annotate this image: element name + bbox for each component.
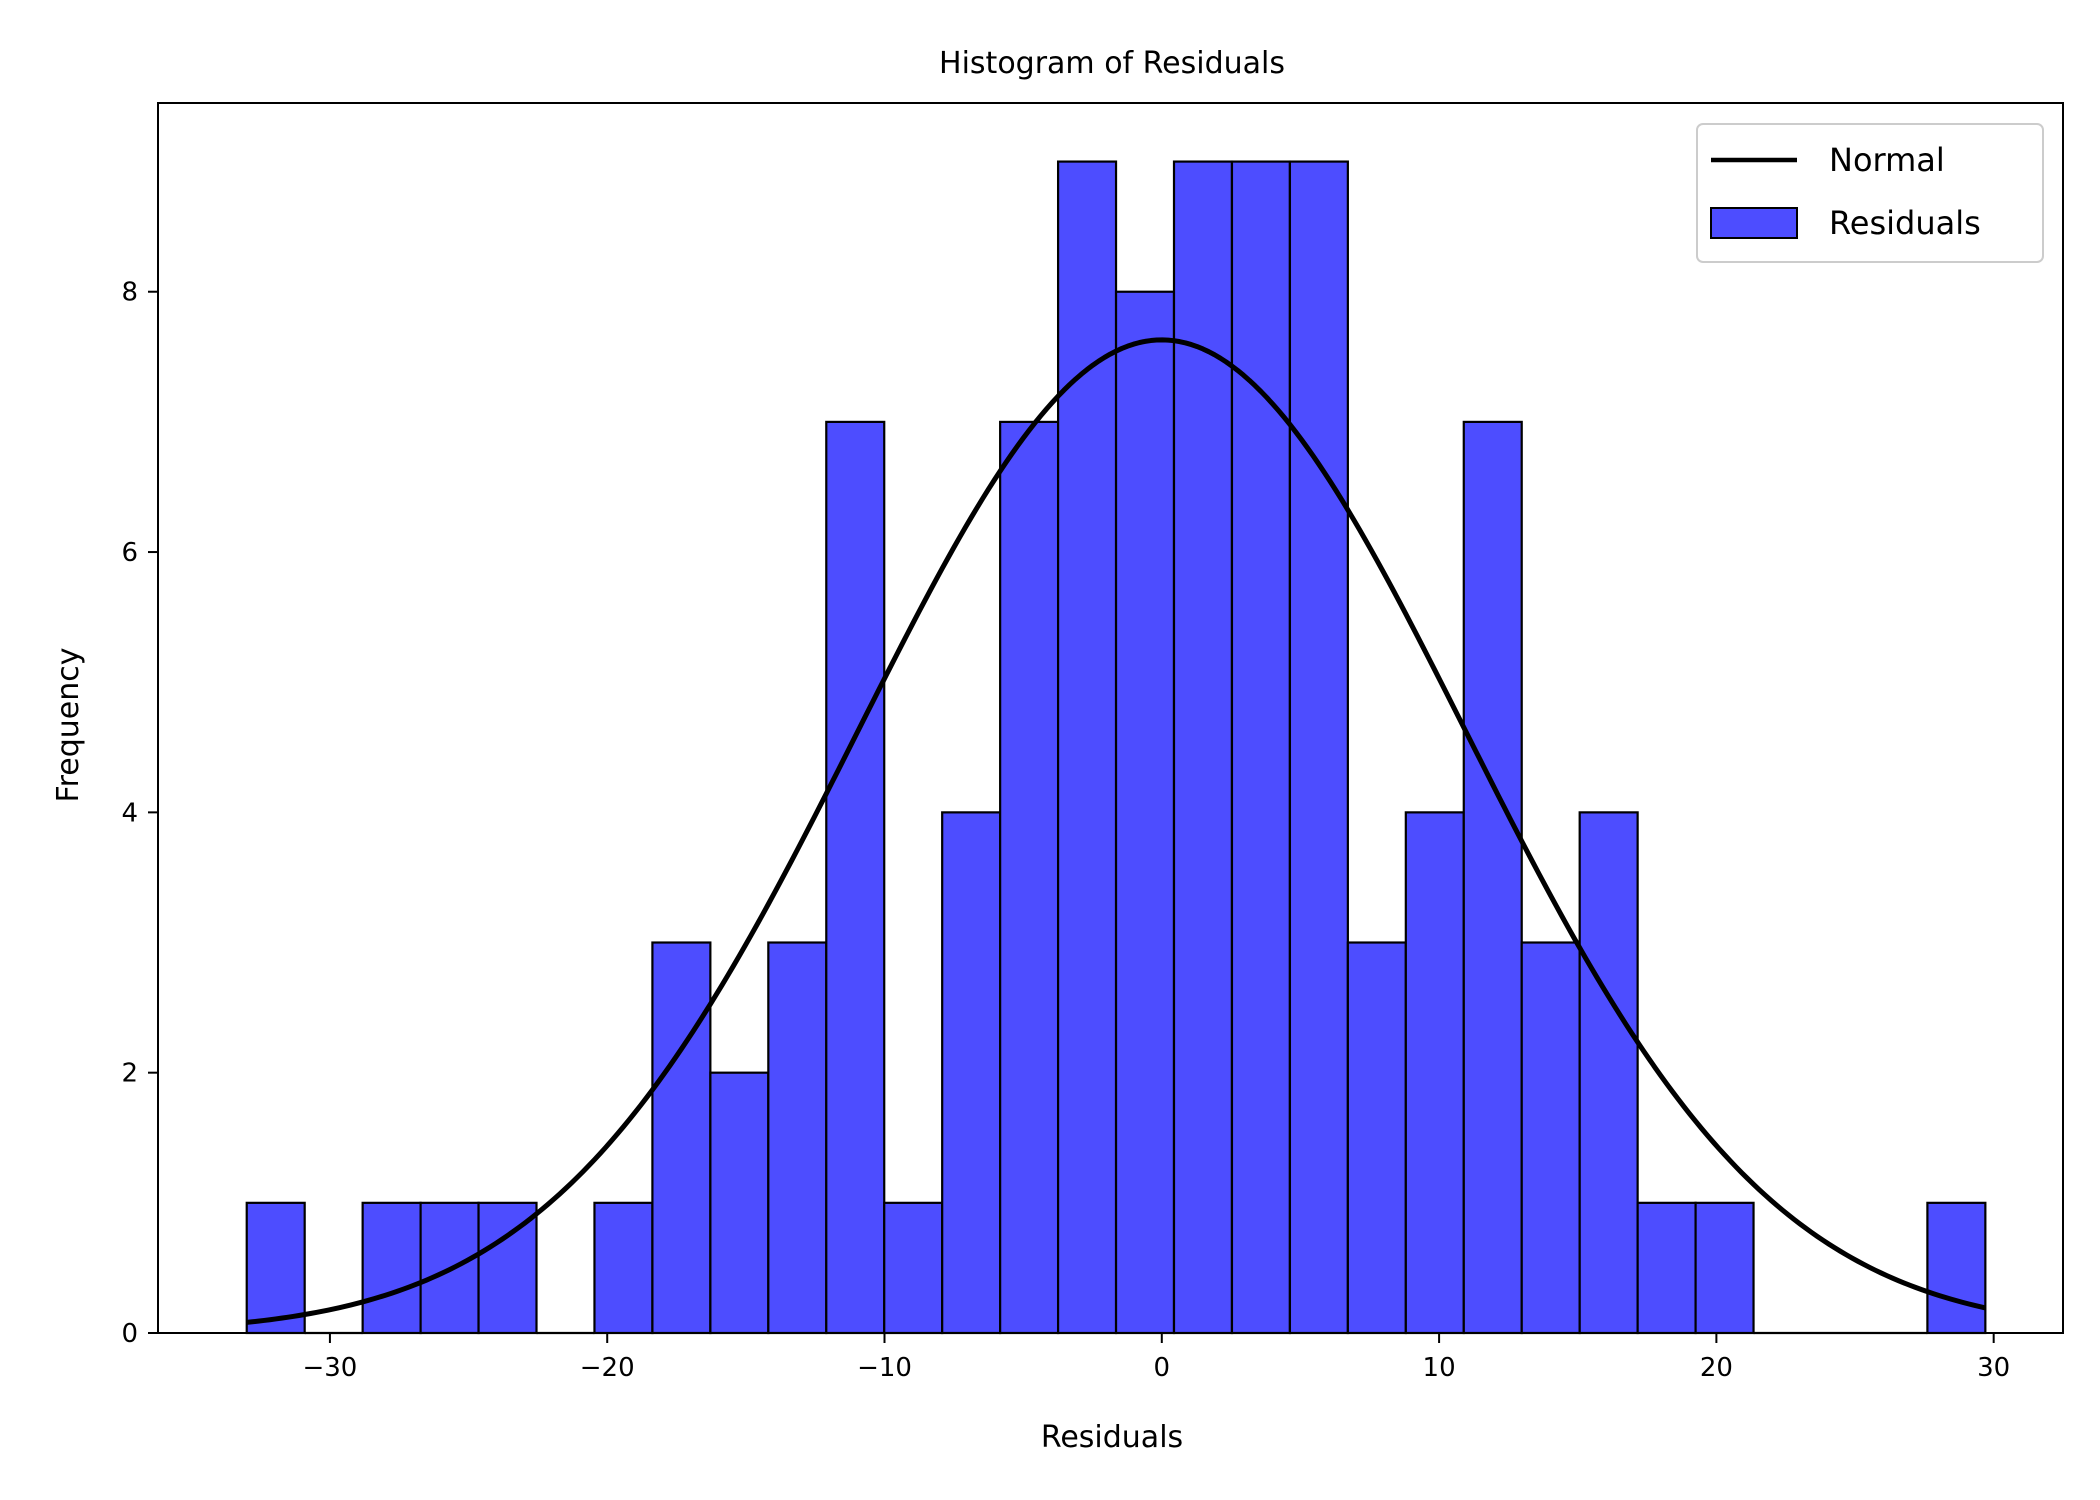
x-tick-label: 10: [1423, 1353, 1456, 1383]
y-tick-label: 8: [121, 278, 138, 308]
x-axis-label: Residuals: [1041, 1420, 1183, 1455]
x-tick-label: −10: [857, 1353, 912, 1383]
histogram-bar: [1056, 160, 1118, 1335]
curve-layer: [246, 337, 1986, 1325]
x-tick-label: −30: [302, 1353, 357, 1383]
y-tick-label: 0: [121, 1319, 138, 1349]
histogram-bar: [1520, 941, 1581, 1335]
legend-normal-label: Normal: [1829, 141, 1945, 179]
y-axis-label: Frequency: [51, 648, 86, 803]
histogram-bar: [1114, 290, 1176, 1335]
y-tick-label: 6: [121, 538, 138, 568]
histogram-bar: [1694, 1201, 1755, 1335]
histogram-bar: [767, 941, 828, 1335]
x-tick-label: −20: [580, 1353, 635, 1383]
x-axis-ticks: −30 −20 −10 0 10 20 30: [302, 1333, 2010, 1383]
histogram-bar: [1578, 811, 1639, 1335]
histogram-bar: [1230, 160, 1291, 1335]
histogram-bar: [941, 811, 1002, 1335]
normal-curve: [246, 337, 1986, 1325]
histogram-bar: [999, 420, 1060, 1335]
chart-title: Histogram of Residuals: [939, 46, 1285, 81]
histogram-bar: [709, 1071, 770, 1335]
histogram-bar: [651, 941, 712, 1335]
histogram-bar: [1462, 420, 1523, 1335]
histogram-bar: [593, 1201, 654, 1335]
histogram-bar: [883, 1201, 944, 1335]
bars-layer: [245, 160, 1987, 1335]
legend: Normal Residuals: [1696, 123, 2044, 263]
x-tick-label: 20: [1700, 1353, 1733, 1383]
y-tick-label: 4: [121, 798, 138, 828]
histogram-bar: [1288, 160, 1349, 1335]
x-tick-label: 30: [1977, 1353, 2010, 1383]
x-tick-label: 0: [1154, 1353, 1171, 1383]
histogram-bar: [245, 1201, 306, 1335]
histogram-bar: [1404, 811, 1465, 1335]
legend-residuals-swatch: [1710, 207, 1798, 239]
plot-frame: [157, 102, 2064, 1334]
legend-residuals-label: Residuals: [1829, 204, 1981, 242]
histogram-bar: [361, 1201, 422, 1335]
y-tick-label: 2: [121, 1059, 138, 1089]
histogram-bar: [1172, 160, 1234, 1335]
histogram-bar: [825, 420, 886, 1335]
histogram-bar: [1926, 1201, 1987, 1335]
histogram-bar: [1636, 1201, 1697, 1335]
histogram-bar: [1346, 941, 1407, 1335]
y-axis-ticks: 0 2 4 6 8: [121, 278, 158, 1349]
